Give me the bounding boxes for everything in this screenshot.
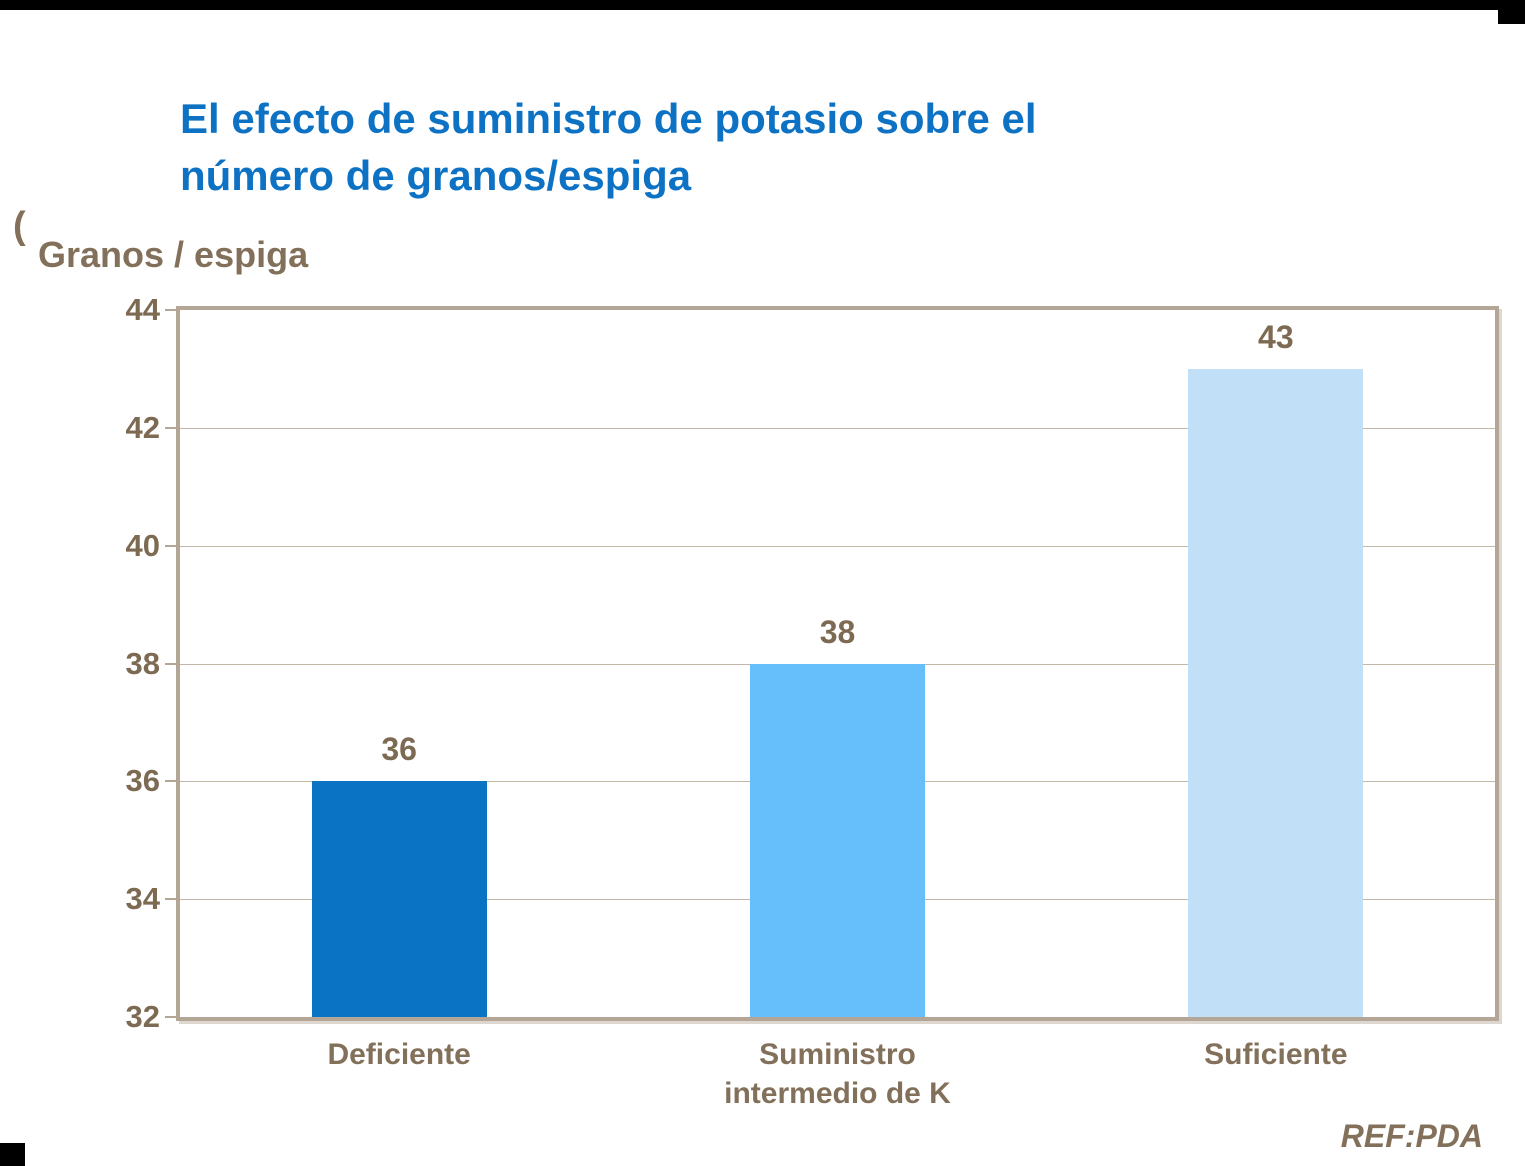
x-category-label: Suministro intermedio de K <box>724 1038 951 1110</box>
plot-area: 36 38 43 <box>176 306 1499 1021</box>
gridline-40 <box>180 545 1495 547</box>
y-tick-mark <box>165 1016 178 1018</box>
y-tick-mark <box>165 544 178 547</box>
y-tick-label: 44 <box>125 292 160 327</box>
bar-value-label: 43 <box>1258 318 1294 355</box>
top-right-corner-marker <box>1498 0 1525 24</box>
y-tick-mark <box>165 309 178 311</box>
y-tick-label: 36 <box>125 763 160 799</box>
bar-suministro-intermedio-de-k <box>750 663 925 1017</box>
y-tick-mark <box>165 780 178 783</box>
bottom-left-corner-marker <box>0 1143 25 1166</box>
top-border-strip <box>0 0 1525 10</box>
clipped-text-fragment: ( <box>13 205 26 247</box>
bar-value-label: 38 <box>819 613 856 650</box>
y-tick-mark <box>165 426 178 429</box>
chart-title: El efecto de suministro de potasio sobre… <box>180 90 1380 204</box>
y-tick-label: 38 <box>125 645 160 681</box>
bar-suficiente <box>1188 368 1364 1017</box>
y-tick-label: 32 <box>125 999 160 1034</box>
x-category-label: Deficiente <box>327 1038 471 1071</box>
gridline-42 <box>180 427 1495 429</box>
y-tick-label: 34 <box>125 881 160 917</box>
bar-value-label: 36 <box>381 731 417 768</box>
chart-title-line2: número de granos/espiga <box>180 152 692 200</box>
y-axis-label: Granos / espiga <box>38 234 309 275</box>
chart-title-line1: El efecto de suministro de potasio sobre… <box>180 95 1037 142</box>
y-tick-label: 40 <box>125 527 160 563</box>
y-tick-label: 42 <box>125 409 160 445</box>
y-tick-mark <box>165 898 178 901</box>
bar-deficiente <box>311 781 487 1017</box>
reference-text: REF:PDA <box>1340 1118 1483 1154</box>
x-category-label: Suficiente <box>1204 1038 1348 1071</box>
y-tick-mark <box>165 662 178 665</box>
